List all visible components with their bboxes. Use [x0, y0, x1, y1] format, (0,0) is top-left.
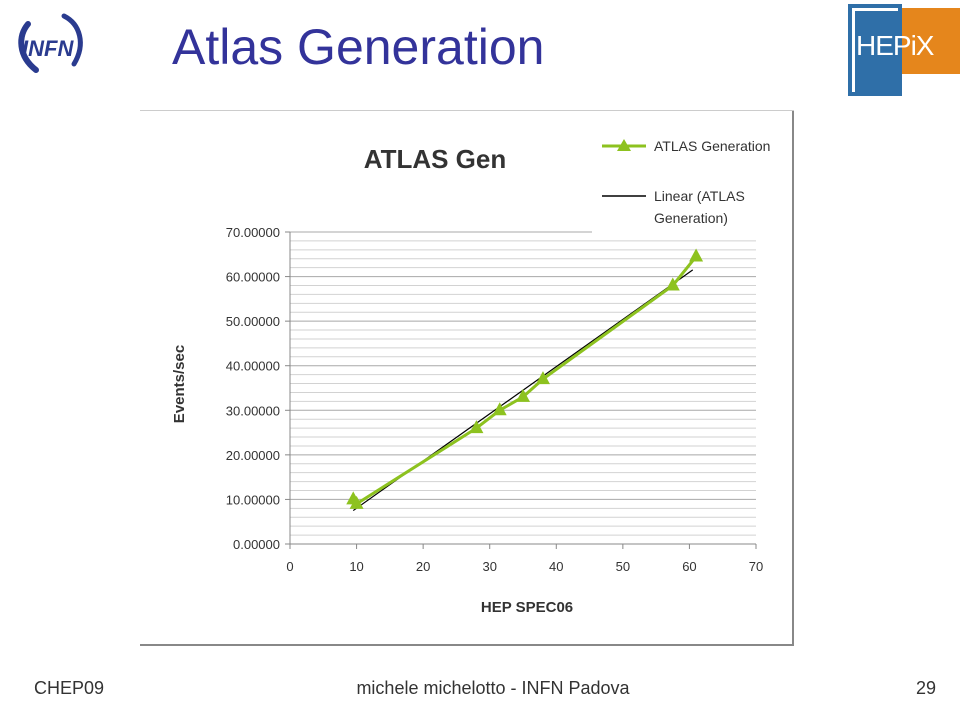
data-point-triangle — [665, 277, 680, 291]
slide-title: Atlas Generation — [172, 19, 545, 75]
chart-frame-top-border — [140, 110, 794, 111]
data-point-triangle — [516, 388, 530, 402]
footer-page-number: 29 — [916, 678, 937, 698]
legend-series-label: ATLAS Generation — [654, 138, 770, 154]
x-tick-label: 50 — [616, 559, 630, 574]
y-tick-label: 20.00000 — [226, 448, 280, 463]
x-tick-label: 40 — [549, 559, 563, 574]
hepix-logo-orange-block — [902, 8, 960, 74]
y-tick-labels: 0.00000 10.00000 20.00000 30.00000 40.00000 5… — [226, 225, 290, 552]
x-axis-label: HEP SPEC06 — [481, 599, 573, 616]
x-tick-label: 0 — [286, 559, 293, 574]
y-tick-label: 30.00000 — [226, 403, 280, 418]
chart-frame: ATLAS Gen 0.00000 10.00000 20.00000 30.0000… — [140, 110, 794, 646]
hepix-logo-text-b: iX — [910, 30, 935, 61]
hepix-logo-text-a: HEP — [856, 30, 912, 61]
x-tick-label: 30 — [482, 559, 496, 574]
footer-left: CHEP09 — [34, 678, 105, 698]
series-line — [352, 255, 698, 506]
x-tick-label: 10 — [349, 559, 363, 574]
hepix-logo-text: HEPiX — [856, 30, 935, 62]
chart-grid — [290, 231, 756, 536]
y-tick-label: 40.00000 — [226, 359, 280, 374]
data-point-triangle — [535, 371, 550, 385]
footer-center: michele michelotto - INFN Padova — [356, 678, 630, 698]
y-tick-label: 50.00000 — [226, 314, 280, 329]
x-tick-label: 60 — [682, 559, 696, 574]
hepix-logo-blue-block — [848, 4, 902, 96]
y-tick-label: 0.00000 — [233, 537, 280, 552]
infn-logo: INFN — [8, 6, 92, 90]
infn-logo-icon: INFN — [18, 13, 83, 73]
y-tick-label: 70.00000 — [226, 225, 280, 240]
y-axis-label: Events/sec — [171, 345, 188, 423]
legend-trendline-label-line1: Linear (ATLAS — [654, 188, 745, 204]
atlas-gen-chart: ATLAS Gen 0.00000 10.00000 20.00000 30.0000… — [171, 126, 792, 616]
series-group — [346, 248, 704, 509]
x-tick-label: 20 — [416, 559, 430, 574]
legend-series-swatch-marker — [617, 139, 631, 151]
chart-title: ATLAS Gen — [364, 144, 507, 174]
x-tick-labels: 0 10 20 30 40 50 60 70 — [286, 544, 763, 574]
y-tick-label: 10.00000 — [226, 492, 280, 507]
chart-axes — [289, 232, 756, 545]
data-point-triangle — [469, 420, 484, 434]
y-tick-label: 60.00000 — [226, 270, 280, 285]
infn-logo-text: INFN — [22, 36, 74, 61]
hepix-logo-frame — [852, 8, 898, 92]
hepix-logo: HEPiX — [848, 4, 960, 96]
data-point-triangle — [492, 402, 507, 416]
legend-trendline-label-line2: Generation) — [654, 210, 728, 226]
x-tick-label: 70 — [749, 559, 763, 574]
data-point-triangle — [689, 248, 704, 262]
data-point-triangle — [349, 495, 364, 509]
chart-legend: ATLAS Generation Linear (ATLAS Generation) — [592, 126, 792, 234]
